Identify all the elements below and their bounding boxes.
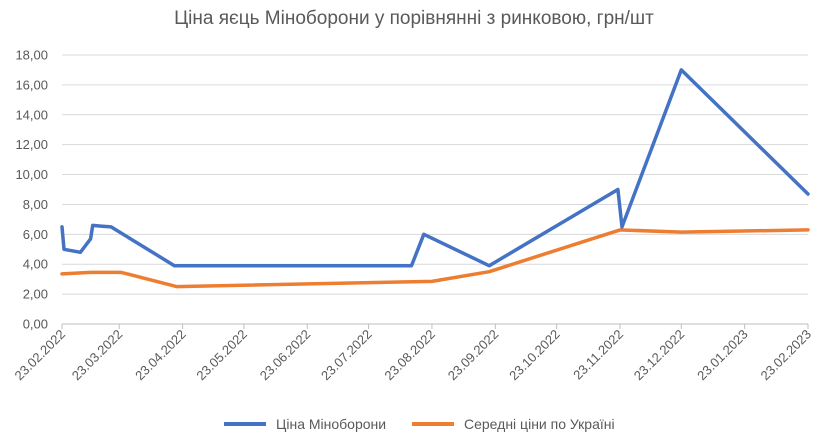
- x-tick-label-4: 23.06.2022: [257, 327, 314, 384]
- legend-label-ukraine-average: Середні ціни по Україні: [464, 416, 615, 432]
- x-tick-label-3: 23.05.2022: [193, 327, 250, 384]
- y-tick-label-8: 16,00: [15, 77, 48, 92]
- y-tick-label-4: 8,00: [23, 197, 48, 212]
- gridlines: [62, 54, 808, 295]
- y-tick-label-5: 10,00: [15, 167, 48, 182]
- y-tick-label-3: 6,00: [23, 227, 48, 242]
- x-tick-label-6: 23.08.2022: [381, 327, 438, 384]
- x-tick-label-1: 23.03.2022: [69, 327, 126, 384]
- x-tick-label-0: 23.02.2022: [11, 327, 68, 384]
- chart-title: Ціна яєць Міноборони у порівнянні з ринк…: [174, 8, 654, 29]
- y-tick-label-0: 0,00: [23, 317, 48, 332]
- x-tick-label-10: 23.12.2022: [631, 327, 688, 384]
- legend-swatch-ukraine-average: [412, 422, 454, 426]
- y-tick-label-6: 12,00: [15, 137, 48, 152]
- x-tick-label-11: 23.01.2023: [694, 327, 751, 384]
- series-line-1: [60, 228, 810, 289]
- legend-swatch-minoborony: [224, 422, 266, 426]
- x-tick-label-8: 23.10.2022: [506, 327, 563, 384]
- x-tick-label-9: 23.11.2022: [570, 327, 626, 383]
- y-tick-label-1: 2,00: [23, 287, 48, 302]
- x-tick-label-5: 23.07.2022: [318, 327, 375, 384]
- y-tick-label-9: 18,00: [15, 48, 48, 63]
- y-tick-label-2: 4,00: [23, 257, 48, 272]
- x-tick-label-2: 23.04.2022: [132, 327, 189, 384]
- series-line-0: [60, 68, 810, 268]
- legend-item-minoborony: Ціна Міноборони: [224, 416, 386, 432]
- y-axis-tick-labels: 0,00 2,00 4,00 6,00 8,00 10,00 12,00 14,00 16,00…: [15, 48, 48, 332]
- x-tick-label-7: 23.09.2022: [445, 327, 502, 384]
- x-axis: [61, 323, 809, 329]
- legend: Ціна Міноборони Середні ціни по Україні: [0, 416, 828, 438]
- x-axis-tick-labels: 23.02.2022 23.03.2022 23.04.2022 23.05.2022…: [11, 327, 814, 384]
- legend-item-ukraine-average: Середні ціни по Україні: [412, 416, 615, 432]
- legend-label-minoborony: Ціна Міноборони: [276, 416, 387, 432]
- y-tick-label-7: 14,00: [15, 107, 48, 122]
- series-lines: [60, 68, 810, 289]
- x-tick-label-12: 23.02.2023: [757, 327, 814, 384]
